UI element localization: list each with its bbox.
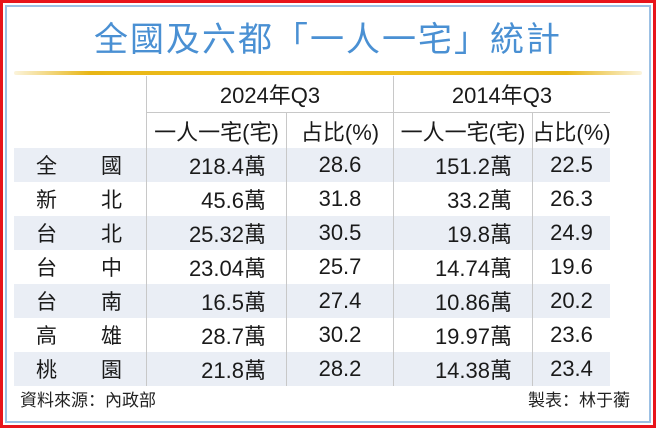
ratio-2024-cell: 30.2 (286, 318, 393, 352)
count-2014-cell: 14.38萬 (393, 352, 532, 386)
region-char: 新 (36, 188, 57, 212)
region-cell: 台北 (14, 216, 146, 250)
ratio-2024-cell: 30.5 (286, 216, 393, 250)
ratio-2014-cell: 19.6 (532, 250, 610, 284)
header-count-2024: 一人一宅(宅) (146, 113, 286, 148)
count-2014-cell: 19.8萬 (393, 216, 532, 250)
count-2024-cell: 25.32萬 (146, 216, 286, 250)
header-ratio-2024: 占比(%) (286, 113, 393, 148)
ratio-2014-cell: 20.2 (532, 284, 610, 318)
region-char: 國 (101, 154, 122, 178)
header-region (14, 113, 146, 148)
table-row: 台南 16.5萬 27.4 10.86萬 20.2 (14, 284, 610, 318)
ratio-2024-cell: 31.8 (286, 182, 393, 216)
count-2024-cell: 16.5萬 (146, 284, 286, 318)
infographic-title: 全國及六都「一人一宅」統計 (94, 20, 562, 60)
ratio-2014-cell: 26.3 (532, 182, 610, 216)
header-row-columns: 一人一宅(宅) 占比(%) 一人一宅(宅) 占比(%) (14, 113, 611, 148)
ratio-2014-cell: 23.6 (532, 318, 610, 352)
region-char: 桃 (36, 358, 57, 382)
region-cell: 全國 (14, 148, 146, 182)
ratio-2024-cell: 27.4 (286, 284, 393, 318)
header-ratio-2014: 占比(%) (532, 113, 611, 148)
header-corner (14, 76, 146, 113)
count-2024-cell: 45.6萬 (146, 182, 286, 216)
source-note: 資料來源：內政部 (20, 391, 156, 411)
count-2024-cell: 28.7萬 (146, 318, 286, 352)
count-2024-cell: 218.4萬 (146, 148, 286, 182)
region-cell: 桃園 (14, 352, 146, 386)
region-char: 北 (101, 222, 122, 246)
region-char: 台 (36, 256, 57, 280)
header-period-2014-label: 2014年Q3 (451, 83, 553, 108)
table-row: 台北 25.32萬 30.5 19.8萬 24.9 (14, 216, 610, 250)
header-period-2024-label: 2024年Q3 (219, 83, 321, 108)
region-char: 北 (101, 188, 122, 212)
count-2024-cell: 21.8萬 (146, 352, 286, 386)
credit-note: 製表：林于蘅 (528, 391, 630, 411)
count-2024-cell: 23.04萬 (146, 250, 286, 284)
region-char: 雄 (101, 324, 122, 348)
ratio-2014-cell: 24.9 (532, 216, 610, 250)
count-2014-cell: 33.2萬 (393, 182, 532, 216)
table-row: 桃園 21.8萬 28.2 14.38萬 23.4 (14, 352, 610, 386)
header-row-periods: 2024年Q3 2014年Q3 (14, 76, 610, 113)
region-cell: 台南 (14, 284, 146, 318)
region-cell: 高雄 (14, 318, 146, 352)
header-count-2014: 一人一宅(宅) (393, 113, 532, 148)
region-cell: 台中 (14, 250, 146, 284)
count-2014-cell: 151.2萬 (393, 148, 532, 182)
count-2014-cell: 19.97萬 (393, 318, 532, 352)
ratio-2024-cell: 28.6 (286, 148, 393, 182)
region-char: 台 (36, 290, 57, 314)
ratio-2024-cell: 28.2 (286, 352, 393, 386)
ratio-2014-cell: 23.4 (532, 352, 610, 386)
header-period-2024: 2024年Q3 (146, 76, 393, 113)
count-2014-cell: 10.86萬 (393, 284, 532, 318)
region-char: 高 (36, 324, 57, 348)
title-underline (14, 71, 642, 75)
count-2014-cell: 14.74萬 (393, 250, 532, 284)
table-row: 新北 45.6萬 31.8 33.2萬 26.3 (14, 182, 610, 216)
ratio-2024-cell: 25.7 (286, 250, 393, 284)
region-cell: 新北 (14, 182, 146, 216)
inner-border (5, 5, 651, 423)
region-char: 南 (101, 290, 122, 314)
header-period-2014: 2014年Q3 (393, 76, 610, 113)
region-char: 台 (36, 222, 57, 246)
region-char: 中 (101, 256, 122, 280)
ratio-2014-cell: 22.5 (532, 148, 610, 182)
table-row: 全國 218.4萬 28.6 151.2萬 22.5 (14, 148, 610, 182)
region-char: 園 (101, 358, 122, 382)
region-char: 全 (36, 154, 57, 178)
table-row: 高雄 28.7萬 30.2 19.97萬 23.6 (14, 318, 610, 352)
table-row: 台中 23.04萬 25.7 14.74萬 19.6 (14, 250, 610, 284)
stats-table: 2024年Q3 2014年Q3 一人一宅(宅) 占比(%) 一人一宅(宅) 占比… (14, 76, 611, 386)
